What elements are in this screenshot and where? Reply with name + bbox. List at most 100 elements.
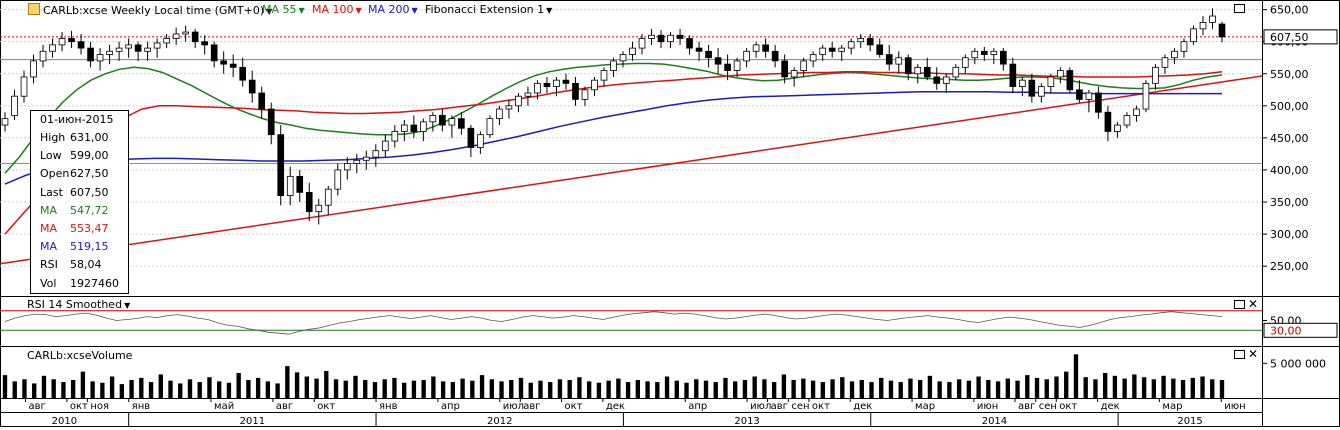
volume-bar [168, 380, 173, 398]
candle-body [543, 82, 551, 87]
candle [790, 67, 798, 87]
month-tick-label: янв [132, 401, 151, 412]
chevron-down-icon[interactable]: ▼ [266, 7, 273, 16]
candle-body [172, 33, 180, 39]
volume-bar [119, 384, 125, 398]
candle-body [182, 31, 189, 35]
candle [229, 54, 237, 77]
chevron-down-icon[interactable]: ▼ [546, 6, 553, 15]
rsi-panel-title[interactable]: RSI 14 Smoothed ▼ [27, 298, 130, 312]
tooltip-key: MA [40, 222, 58, 235]
candle-body [1076, 89, 1083, 100]
volume-bar [509, 379, 514, 398]
candle-body [420, 121, 427, 132]
maximize-volume-panel-button[interactable] [1234, 350, 1245, 359]
volume-bar [625, 382, 631, 398]
maximize-main-panel-button[interactable] [1234, 4, 1245, 13]
indicator-ma55[interactable]: MA 55 ▼ [262, 3, 305, 17]
candle [77, 33, 85, 55]
candle [30, 54, 37, 84]
tooltip-row: MA 519,15 [40, 238, 126, 256]
tooltip-row: MA 547,72 [40, 202, 126, 220]
candle [743, 48, 750, 68]
volume-bar [1141, 377, 1147, 398]
volume-bar [450, 382, 456, 398]
candle-body [1095, 92, 1102, 113]
candle-body [790, 70, 798, 78]
volume-bar [129, 379, 134, 398]
candle [163, 33, 170, 49]
candle [296, 169, 304, 203]
month-tick-label: авг [1018, 401, 1035, 412]
symbol-title[interactable]: CARLb:xcse Weekly Local time (GMT+0) ▼ [28, 3, 272, 18]
candle [1142, 80, 1150, 113]
maximize-rsi-panel-button[interactable] [1234, 300, 1245, 309]
volume-bar [1132, 374, 1137, 398]
candle [496, 105, 503, 126]
candle-body [781, 60, 788, 78]
volume-bar [1005, 378, 1010, 398]
year-tick-label: 2015 [1177, 416, 1202, 427]
indicator-ma100[interactable]: MA 100 ▼ [312, 3, 362, 17]
candle-body [534, 82, 541, 94]
candle [1095, 86, 1102, 119]
candle [667, 32, 674, 49]
candle [1076, 80, 1083, 103]
candle [1019, 76, 1026, 97]
close-rsi-panel-icon[interactable]: ✕ [1248, 297, 1259, 311]
candle-body [229, 63, 237, 68]
candle [819, 44, 826, 61]
indicator-ma200[interactable]: MA 200 ▼ [368, 3, 418, 17]
candle-body [277, 134, 285, 196]
candle [182, 25, 189, 42]
candle-body [201, 41, 208, 46]
volume-bar [1025, 375, 1030, 398]
candle-body [619, 54, 627, 62]
candle-body [1180, 41, 1188, 52]
chevron-down-icon[interactable]: ▼ [298, 6, 305, 15]
month-tick-label: авг [771, 401, 788, 412]
volume-bar [548, 382, 553, 398]
volume-bar [703, 380, 709, 398]
candle-body [448, 118, 456, 126]
price-tick-label: 400,00 [1270, 164, 1309, 177]
moving-average-line [4, 71, 1223, 235]
candle [505, 99, 513, 119]
volume-bar [1122, 378, 1127, 398]
candle [477, 131, 484, 154]
volume-bar [440, 381, 446, 398]
close-volume-panel-icon[interactable]: ✕ [1248, 347, 1259, 361]
chart-type-icon[interactable] [28, 3, 40, 15]
volume-bar [684, 382, 689, 398]
volume-panel-title[interactable]: CARLb:xcseVolume [27, 349, 133, 362]
candle-body [904, 57, 912, 75]
candle [543, 76, 551, 93]
candle [847, 38, 855, 55]
candle [1114, 121, 1121, 138]
chevron-down-icon[interactable]: ▼ [411, 6, 418, 15]
tooltip-date-text: 01-июн-2015 [40, 113, 114, 126]
candle [752, 41, 760, 58]
candle [1218, 21, 1226, 43]
candle-body [743, 50, 750, 62]
candle [134, 41, 142, 61]
last-price-box [1263, 29, 1338, 45]
candle [39, 44, 47, 68]
price-tick-label: 650,00 [1270, 4, 1309, 17]
candle [1133, 105, 1140, 122]
candle-body [961, 57, 969, 68]
month-tick-label: дек [853, 401, 872, 412]
volume-bar [771, 382, 777, 398]
candle [362, 150, 370, 170]
tooltip-key: Low [40, 149, 62, 163]
indicator-fibonacci[interactable]: Fibonacci Extension 1 ▼ [425, 3, 552, 17]
chevron-down-icon[interactable]: ▼ [355, 6, 362, 15]
moving-average-line [4, 62, 1223, 174]
volume-bar [80, 371, 86, 398]
candle [248, 70, 256, 103]
chevron-down-icon[interactable]: ▼ [124, 301, 131, 310]
candle [1028, 73, 1036, 103]
candle [410, 115, 418, 138]
